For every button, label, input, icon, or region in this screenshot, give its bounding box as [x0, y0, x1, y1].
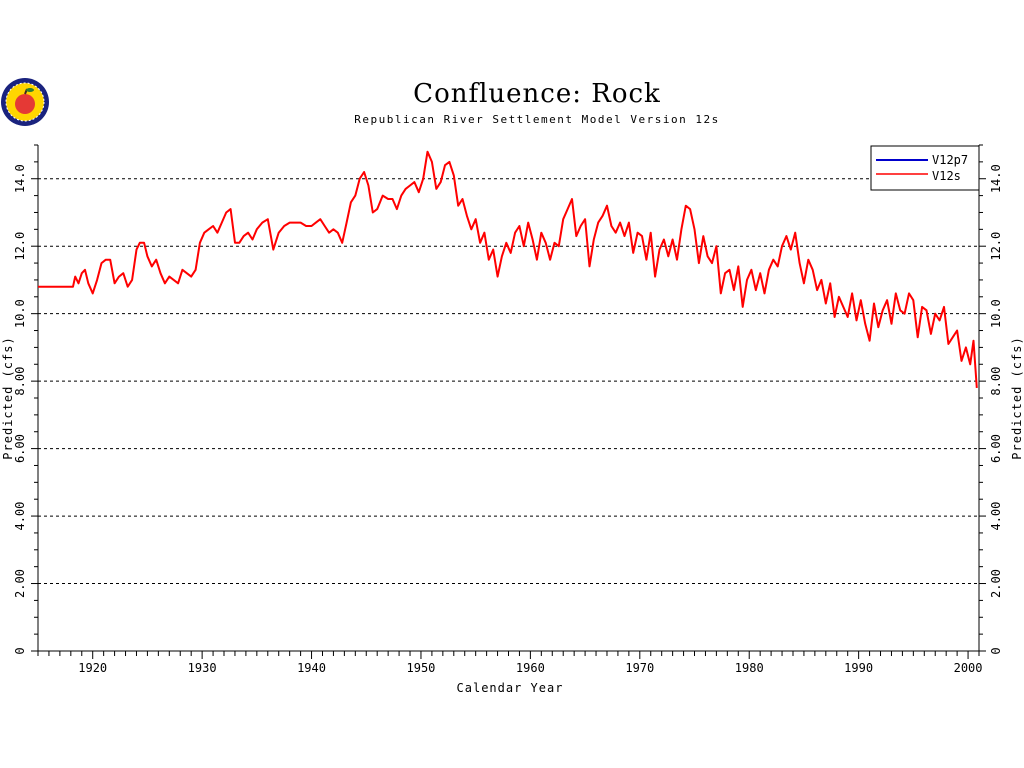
y-axis-title-left: Predicted (cfs)	[1, 336, 15, 459]
legend-label-v12s: V12s	[932, 169, 961, 183]
axis-layer	[31, 144, 986, 659]
y-tick-label-left: 12.0	[13, 232, 27, 261]
y-tick-label-right: 8.00	[989, 367, 1003, 396]
y-tick-label-right: 2.00	[989, 569, 1003, 598]
legend-box	[870, 145, 980, 191]
x-tick-label: 1980	[735, 661, 764, 675]
x-tick-label: 1920	[78, 661, 107, 675]
y-tick-label-left: 2.00	[13, 569, 27, 598]
y-tick-label-right: 4.00	[989, 502, 1003, 531]
y-tick-label-left: 14.0	[13, 164, 27, 193]
x-tick-label: 1930	[188, 661, 217, 675]
chart-title: Confluence: Rock	[413, 79, 661, 109]
tick-label-layer: 1920 1930 1940 1950 1960 1970 1980 1990 2000 0 0 2.…	[13, 164, 1003, 675]
legend: V12p7 V12s	[870, 145, 980, 191]
apple-logo-icon	[1, 78, 49, 126]
y-tick-label-left: 10.0	[13, 299, 27, 328]
y-tick-label-left: 0	[13, 647, 27, 654]
y-tick-label-left: 4.00	[13, 502, 27, 531]
x-axis-title: Calendar Year	[457, 681, 564, 695]
legend-label-v12p7: V12p7	[932, 153, 968, 167]
x-tick-label: 1950	[407, 661, 436, 675]
x-tick-label: 1990	[844, 661, 873, 675]
y-tick-label-left: 6.00	[13, 434, 27, 463]
y-tick-label-right: 12.0	[989, 232, 1003, 261]
series-line-v12s	[38, 150, 978, 388]
y-tick-label-left: 8.00	[13, 367, 27, 396]
x-tick-label: 1940	[297, 661, 326, 675]
x-tick-label: 2000	[954, 661, 983, 675]
chart-subtitle: Republican River Settlement Model Versio…	[354, 113, 720, 126]
y-tick-label-right: 10.0	[989, 299, 1003, 328]
x-tick-label: 1960	[516, 661, 545, 675]
y-tick-label-right: 14.0	[989, 164, 1003, 193]
y-tick-label-right: 6.00	[989, 434, 1003, 463]
x-tick-label: 1970	[625, 661, 654, 675]
y-axis-title-right: Predicted (cfs)	[1010, 336, 1024, 459]
y-tick-label-right: 0	[989, 647, 1003, 654]
series-layer	[38, 150, 978, 388]
